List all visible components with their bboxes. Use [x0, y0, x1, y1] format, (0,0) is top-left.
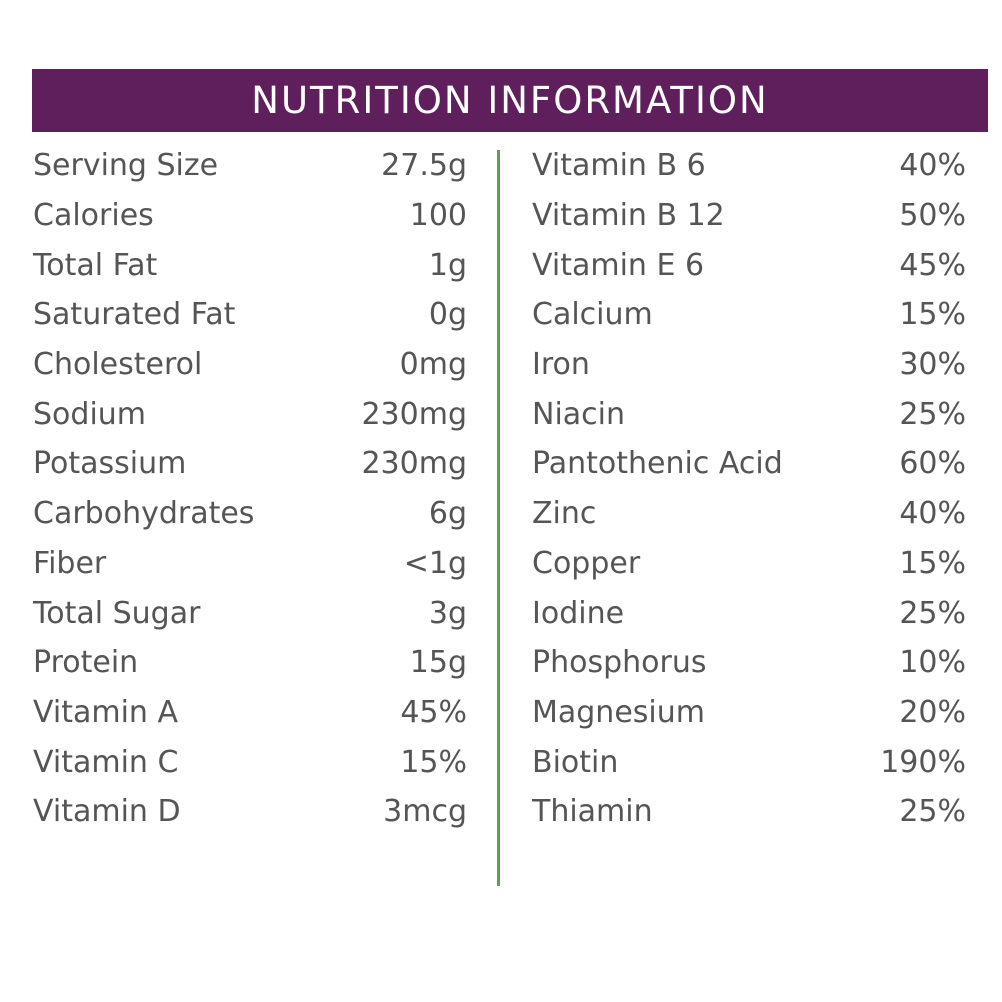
nutrient-label: Carbohydrates — [33, 496, 255, 532]
nutrient-label: Vitamin D — [33, 794, 181, 830]
nutrient-row: Niacin 25% — [532, 389, 966, 439]
nutrient-row: Zinc 40% — [532, 489, 966, 539]
nutrient-label: Thiamin — [532, 794, 653, 830]
nutrient-label: Serving Size — [33, 148, 219, 184]
nutrient-value: 45% — [899, 247, 966, 283]
nutrient-label: Total Sugar — [33, 595, 201, 631]
nutrient-label: Niacin — [532, 396, 626, 432]
nutrient-value: 20% — [899, 694, 966, 730]
nutrient-label: Iodine — [532, 595, 625, 631]
nutrient-row: Fiber <1g — [33, 539, 467, 589]
nutrient-label: Vitamin A — [33, 694, 178, 730]
nutrient-row: Magnesium 20% — [532, 688, 966, 738]
nutrient-label: Iron — [532, 347, 590, 383]
nutrient-value: 1g — [428, 247, 467, 283]
nutrient-row: Calories 100 — [33, 191, 467, 241]
nutrient-label: Vitamin C — [33, 744, 179, 780]
page-title: NUTRITION INFORMATION — [251, 79, 769, 122]
nutrient-value: 50% — [899, 198, 966, 234]
nutrient-row: Vitamin B 6 40% — [532, 141, 966, 191]
nutrient-row: Iron 30% — [532, 340, 966, 390]
nutrient-label: Vitamin B 6 — [532, 148, 706, 184]
nutrient-label: Biotin — [532, 744, 619, 780]
nutrient-row: Saturated Fat 0g — [33, 290, 467, 340]
nutrient-row: Vitamin D 3mcg — [33, 787, 467, 837]
nutrient-row: Phosphorus 10% — [532, 638, 966, 688]
nutrient-value: 25% — [899, 595, 966, 631]
nutrient-label: Zinc — [532, 496, 597, 532]
nutrient-row: Copper 15% — [532, 539, 966, 589]
nutrient-row: Vitamin E 6 45% — [532, 240, 966, 290]
nutrient-value: 0mg — [399, 347, 467, 383]
nutrient-label: Saturated Fat — [33, 297, 236, 333]
nutrient-value: 15% — [400, 744, 467, 780]
nutrient-value: 6g — [428, 496, 467, 532]
nutrient-row: Protein 15g — [33, 638, 467, 688]
nutrient-label: Phosphorus — [532, 645, 707, 681]
nutrient-value: 15% — [899, 545, 966, 581]
nutrient-value: 0g — [428, 297, 467, 333]
nutrient-row: Serving Size 27.5g — [33, 141, 467, 191]
nutrient-value: 230mg — [361, 396, 467, 432]
nutrient-row: Total Sugar 3g — [33, 588, 467, 638]
nutrition-header: NUTRITION INFORMATION — [32, 69, 988, 132]
nutrient-row: Vitamin C 15% — [33, 737, 467, 787]
nutrient-row: Thiamin 25% — [532, 787, 966, 837]
nutrient-label: Sodium — [33, 396, 147, 432]
nutrient-label: Copper — [532, 545, 641, 581]
nutrient-value: 100 — [409, 198, 467, 234]
nutrient-row: Biotin 190% — [532, 737, 966, 787]
nutrient-row: Cholesterol 0mg — [33, 340, 467, 390]
nutrient-row: Potassium 230mg — [33, 439, 467, 489]
nutrient-label: Calcium — [532, 297, 653, 333]
nutrient-label: Cholesterol — [33, 347, 203, 383]
nutrient-row: Total Fat 1g — [33, 240, 467, 290]
nutrient-row: Vitamin A 45% — [33, 688, 467, 738]
column-divider — [497, 150, 500, 886]
nutrient-row: Carbohydrates 6g — [33, 489, 467, 539]
nutrient-label: Vitamin B 12 — [532, 198, 725, 234]
nutrient-value: 25% — [899, 396, 966, 432]
nutrient-value: 15% — [899, 297, 966, 333]
nutrient-value: <1g — [403, 545, 467, 581]
nutrient-row: Calcium 15% — [532, 290, 966, 340]
nutrient-row: Iodine 25% — [532, 588, 966, 638]
nutrient-label: Vitamin E 6 — [532, 247, 705, 283]
nutrient-value: 25% — [899, 794, 966, 830]
nutrient-label: Magnesium — [532, 694, 705, 730]
nutrient-row: Vitamin B 12 50% — [532, 191, 966, 241]
nutrient-value: 40% — [899, 496, 966, 532]
nutrient-value: 15g — [409, 645, 467, 681]
nutrient-label: Calories — [33, 198, 154, 234]
left-column: Serving Size 27.5g Calories 100 Total Fat 1g S… — [33, 141, 467, 837]
nutrient-value: 3g — [428, 595, 467, 631]
nutrient-value: 230mg — [361, 446, 467, 482]
nutrient-label: Protein — [33, 645, 139, 681]
nutrient-value: 45% — [400, 694, 467, 730]
nutrient-value: 3mcg — [383, 794, 467, 830]
right-column: Vitamin B 6 40% Vitamin B 12 50% Vitamin E 6… — [532, 141, 966, 837]
nutrient-label: Pantothenic Acid — [532, 446, 783, 482]
nutrient-label: Total Fat — [33, 247, 158, 283]
nutrient-row: Pantothenic Acid 60% — [532, 439, 966, 489]
nutrient-value: 27.5g — [381, 148, 467, 184]
nutrient-row: Sodium 230mg — [33, 389, 467, 439]
nutrient-value: 40% — [899, 148, 966, 184]
nutrient-value: 10% — [899, 645, 966, 681]
nutrient-value: 30% — [899, 347, 966, 383]
nutrient-value: 60% — [899, 446, 966, 482]
nutrient-label: Fiber — [33, 545, 107, 581]
nutrient-label: Potassium — [33, 446, 187, 482]
nutrient-value: 190% — [880, 744, 966, 780]
